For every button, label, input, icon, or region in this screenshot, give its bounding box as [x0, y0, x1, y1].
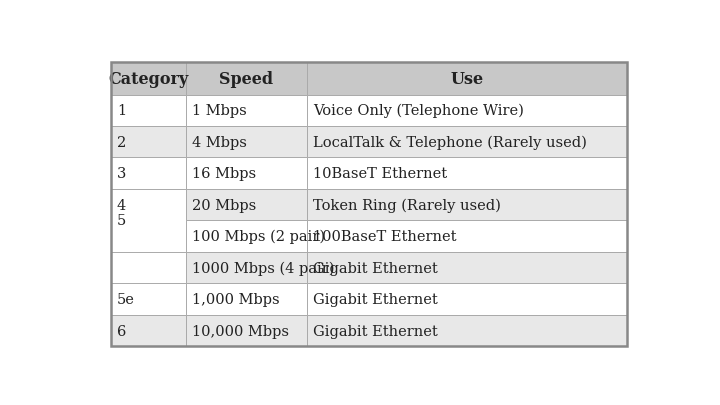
Bar: [307, 127, 627, 158]
Bar: [186, 127, 307, 158]
Bar: [111, 315, 186, 346]
Text: 1: 1: [117, 104, 126, 118]
Bar: [186, 284, 307, 315]
Text: Category: Category: [109, 70, 189, 87]
Bar: [186, 158, 307, 190]
Bar: [111, 158, 186, 190]
Text: 4: 4: [117, 198, 126, 212]
Text: 6: 6: [117, 324, 126, 338]
Bar: [111, 63, 186, 95]
Bar: [186, 63, 307, 95]
Text: 20 Mbps: 20 Mbps: [192, 198, 256, 212]
Text: 5: 5: [117, 214, 126, 228]
Text: 100 Mbps (2 pair): 100 Mbps (2 pair): [192, 229, 325, 244]
Text: 2: 2: [117, 135, 126, 149]
Bar: [111, 284, 186, 315]
Text: 100BaseT Ethernet: 100BaseT Ethernet: [312, 230, 456, 243]
Bar: [307, 190, 627, 221]
Text: 4 Mbps: 4 Mbps: [192, 135, 246, 149]
Text: Speed: Speed: [220, 70, 274, 87]
Bar: [111, 95, 186, 127]
Bar: [186, 95, 307, 127]
Text: Token Ring (Rarely used): Token Ring (Rarely used): [312, 198, 500, 212]
Text: Voice Only (Telephone Wire): Voice Only (Telephone Wire): [312, 104, 523, 118]
Bar: [307, 315, 627, 346]
Bar: [186, 221, 307, 252]
Bar: [111, 127, 186, 158]
Text: 1 Mbps: 1 Mbps: [192, 104, 246, 118]
Bar: [307, 158, 627, 190]
Bar: [111, 190, 186, 221]
Text: LocalTalk & Telephone (Rarely used): LocalTalk & Telephone (Rarely used): [312, 135, 587, 149]
Bar: [111, 190, 186, 252]
Text: 1,000 Mbps: 1,000 Mbps: [192, 292, 279, 306]
Text: Gigabit Ethernet: Gigabit Ethernet: [312, 261, 438, 275]
Text: 16 Mbps: 16 Mbps: [192, 167, 256, 181]
Text: 10BaseT Ethernet: 10BaseT Ethernet: [312, 167, 447, 181]
Bar: [307, 252, 627, 284]
Text: 5e: 5e: [117, 292, 135, 306]
Bar: [307, 95, 627, 127]
Text: 3: 3: [117, 167, 126, 181]
Text: 1000 Mbps (4 pair): 1000 Mbps (4 pair): [192, 261, 334, 275]
Bar: [307, 284, 627, 315]
Text: Gigabit Ethernet: Gigabit Ethernet: [312, 292, 438, 306]
Bar: [186, 315, 307, 346]
Bar: [186, 252, 307, 284]
Bar: [307, 63, 627, 95]
Text: 10,000 Mbps: 10,000 Mbps: [192, 324, 289, 338]
Bar: [307, 221, 627, 252]
Text: Gigabit Ethernet: Gigabit Ethernet: [312, 324, 438, 338]
Text: Use: Use: [451, 70, 484, 87]
Bar: [186, 190, 307, 221]
